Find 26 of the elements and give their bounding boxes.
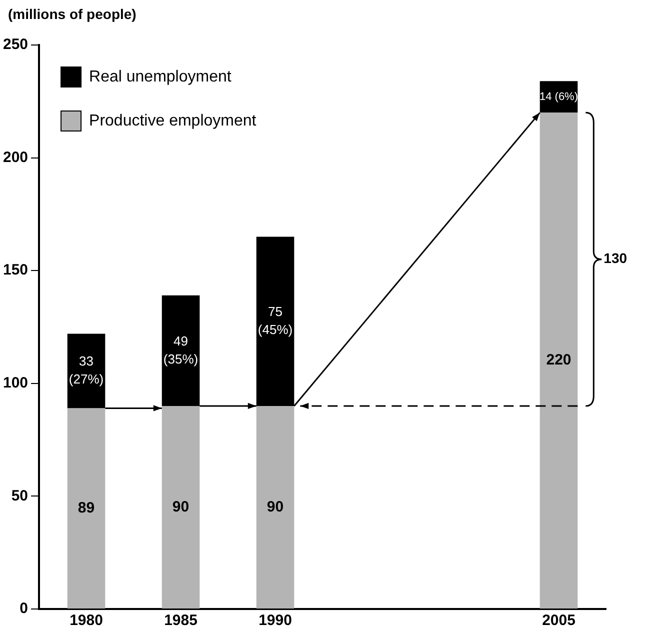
bar	[256, 406, 294, 608]
data-label: 14 (6%)	[539, 90, 578, 103]
data-label: 90	[266, 498, 284, 516]
x-tick-label: 1985	[164, 612, 198, 630]
x-tick-label: 1980	[70, 612, 103, 630]
x-tick-label: 1990	[258, 612, 292, 630]
annotation: 130	[604, 250, 628, 266]
bar	[540, 112, 578, 608]
legend-label: Productive employment	[89, 112, 257, 130]
data-label: 89	[78, 500, 95, 516]
y-tick-label: 50	[11, 487, 28, 504]
y-tick-label: 0	[20, 600, 28, 618]
data-label: 220	[546, 352, 572, 369]
bar	[67, 408, 106, 608]
y-tick-label: 150	[2, 262, 28, 279]
data-label: 75 (45%)	[258, 304, 293, 337]
y-tick-label: 100	[2, 374, 28, 392]
bar	[162, 406, 200, 608]
y-axis-title: (millions of people)	[8, 6, 136, 22]
x-tick-label: 2005	[542, 612, 576, 630]
y-tick-label: 250	[2, 36, 28, 54]
legend-label: Real unemployment	[89, 68, 232, 86]
y-tick-label: 200	[2, 148, 28, 166]
data-label: 49 (35%)	[163, 333, 198, 366]
data-label: 33 (27%)	[68, 354, 104, 387]
data-label: 90	[172, 498, 190, 516]
